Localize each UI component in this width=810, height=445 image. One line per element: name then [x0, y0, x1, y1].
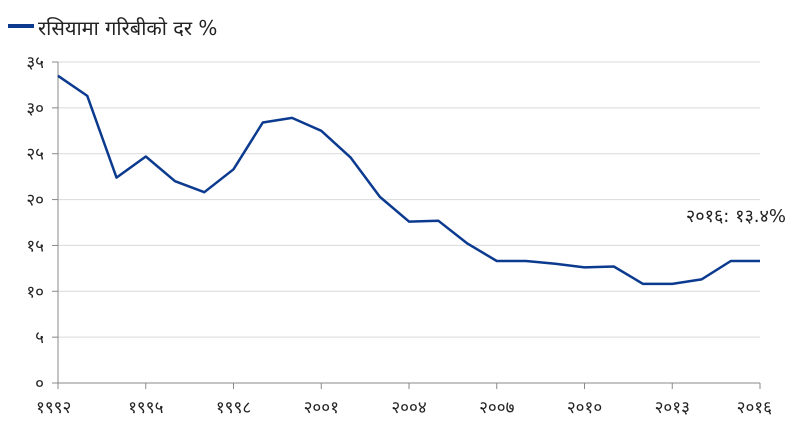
x-tick-label: २००७	[479, 398, 515, 418]
x-tick-label: १९९२	[36, 398, 71, 418]
y-tick-label: १०	[26, 282, 44, 302]
x-tick-label: २००४	[391, 398, 426, 418]
y-tick-label: २०	[26, 191, 44, 211]
x-tick-label: २०१६	[737, 398, 773, 418]
x-tick-label: २०१३	[655, 398, 690, 418]
annotation-label: २०१६: १३.४%	[686, 206, 786, 227]
x-tick-label: १९९५	[128, 398, 163, 418]
x-tick-label: २०१०	[567, 398, 602, 418]
y-tick-label: ३०	[26, 99, 44, 119]
y-axis-ticks: ० ५ १० १५ २० २५ ३० ३५	[26, 53, 58, 394]
y-tick-label: ५	[35, 328, 44, 348]
grid-lines	[58, 61, 760, 338]
legend-label: रसियामा गरिबीको दर %	[38, 16, 218, 40]
series-layer	[57, 74, 761, 286]
x-tick-label: १९९८	[216, 398, 251, 418]
annotation-layer: २०१६: १३.४%	[686, 206, 786, 227]
series-line	[57, 74, 760, 286]
y-tick-label: २५	[26, 145, 44, 165]
y-tick-label: १५	[26, 236, 44, 256]
y-tick-label: ०	[35, 374, 44, 394]
x-axis-ticks: १९९२ १९९५ १९९८ २००१ २००४ २००७ २०१० २०१३ २०१६	[36, 383, 772, 418]
x-tick-label: २००१	[304, 398, 339, 418]
legend-swatch	[8, 24, 34, 28]
y-tick-label: ३५	[26, 53, 44, 73]
